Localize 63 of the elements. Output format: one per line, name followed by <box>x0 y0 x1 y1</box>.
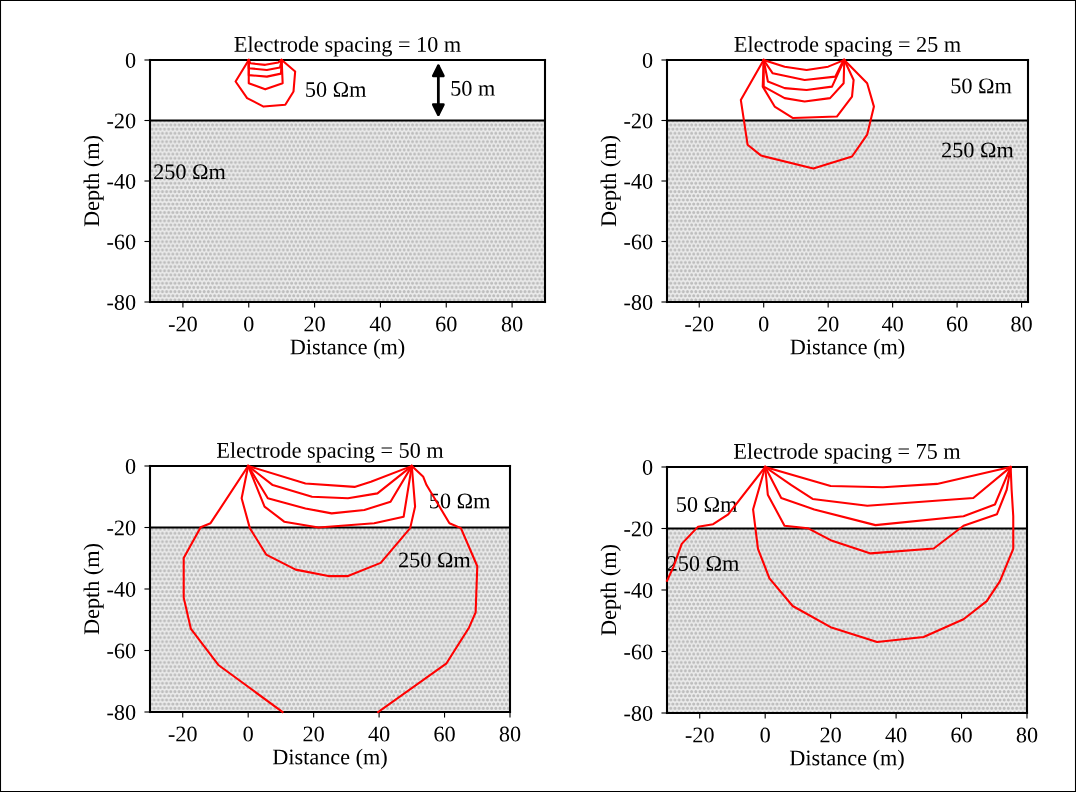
x-tick-label: -20 <box>168 726 197 742</box>
x-tick-label: 40 <box>369 316 391 332</box>
x-tick-label: 0 <box>243 726 253 742</box>
x-tick-label: 80 <box>501 316 523 332</box>
x-tick-label: 20 <box>820 727 841 743</box>
chart-title: Electrode spacing = 10 m <box>234 36 461 57</box>
x-tick-label: -20 <box>168 316 197 332</box>
chart-title: Electrode spacing = 50 m <box>217 442 444 463</box>
y-tick-label: -20 <box>107 113 136 129</box>
y-tick-label: -60 <box>107 234 136 250</box>
annotation: 50 Ωm <box>306 82 367 98</box>
y-tick-label: -80 <box>107 294 136 310</box>
annotation: 250 Ωm <box>399 552 471 568</box>
y-tick-label: -60 <box>107 643 136 659</box>
y-tick-label: -20 <box>107 520 136 536</box>
x-tick-label: 80 <box>1011 316 1032 332</box>
x-tick-label: 40 <box>368 726 390 742</box>
y-tick-label: -40 <box>107 581 136 597</box>
y-tick-label: -20 <box>624 521 653 537</box>
x-tick-label: 0 <box>244 316 254 332</box>
chart-title: Electrode spacing = 25 m <box>734 36 961 57</box>
x-tick-label: 60 <box>946 316 968 332</box>
y-axis-title: Depth (m) <box>600 545 621 636</box>
x-tick-label: 0 <box>760 727 770 743</box>
y-axis-title: Depth (m) <box>83 136 104 227</box>
x-tick-label: 40 <box>881 316 903 332</box>
x-tick-label: 80 <box>499 726 521 742</box>
y-axis-title: Depth (m) <box>83 544 104 635</box>
annotation: 50 Ωm <box>951 78 1012 94</box>
y-tick-label: -40 <box>107 173 136 189</box>
x-tick-label: 60 <box>434 726 455 742</box>
x-axis-title: Distance (m) <box>789 749 904 770</box>
y-tick-label: -80 <box>624 294 653 310</box>
y-tick-label: 0 <box>642 52 653 68</box>
x-tick-label: 0 <box>758 316 769 332</box>
annotation: 50 Ωm <box>677 496 738 512</box>
x-tick-label: 60 <box>436 316 457 332</box>
annotation: 50 m <box>451 80 495 96</box>
x-tick-label: 20 <box>304 316 325 332</box>
y-tick-label: -60 <box>624 644 653 660</box>
x-tick-label: 60 <box>951 727 972 743</box>
x-tick-label: 40 <box>885 727 907 743</box>
y-tick-label: -80 <box>624 705 653 721</box>
y-tick-label: -20 <box>624 113 653 129</box>
x-tick-label: -20 <box>685 316 714 332</box>
y-tick-label: 0 <box>642 459 653 475</box>
x-axis-title: Distance (m) <box>272 748 387 769</box>
x-tick-label: 20 <box>303 726 324 742</box>
x-axis-title: Distance (m) <box>290 338 405 359</box>
y-axis-title: Depth (m) <box>600 136 621 227</box>
y-tick-label: 0 <box>125 458 136 474</box>
chart-title: Electrode spacing = 75 m <box>734 443 961 464</box>
x-tick-label: 80 <box>1016 727 1038 743</box>
x-tick-label: -20 <box>685 727 714 743</box>
y-tick-label: -80 <box>107 704 136 720</box>
y-tick-label: -40 <box>624 582 653 598</box>
x-axis-title: Distance (m) <box>790 338 905 359</box>
y-tick-label: -60 <box>624 234 653 250</box>
y-tick-label: 0 <box>125 52 136 68</box>
x-tick-label: 20 <box>818 316 839 332</box>
y-tick-label: -40 <box>624 173 653 189</box>
annotation: 250 Ωm <box>942 142 1014 158</box>
annotation: 250 Ωm <box>154 164 226 180</box>
